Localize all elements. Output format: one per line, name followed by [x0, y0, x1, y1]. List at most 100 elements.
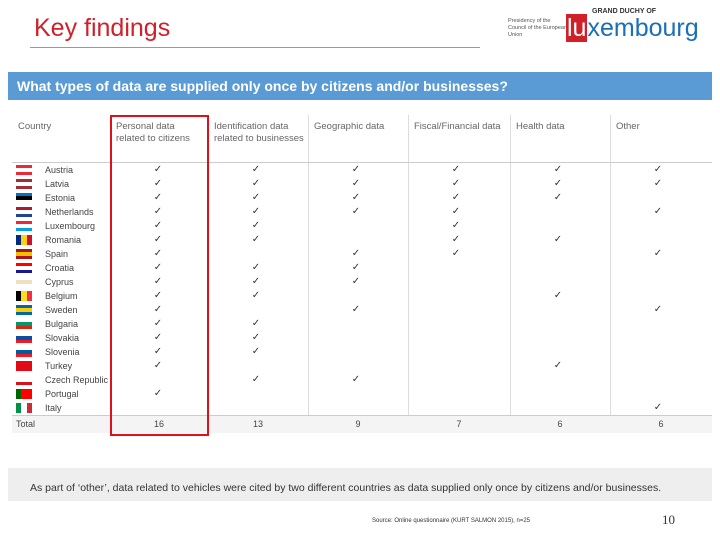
check-mark: ✓ — [251, 332, 261, 343]
flag-stripe — [16, 266, 32, 270]
country-name: Portugal — [45, 389, 79, 399]
flag-stripe — [16, 193, 32, 197]
check-mark: ✓ — [251, 276, 261, 287]
check-mark: ✓ — [653, 248, 663, 259]
column-separator — [510, 115, 511, 433]
logo-line2: Presidency of the Council of the Europea… — [508, 18, 568, 38]
flag-stripe — [16, 196, 32, 200]
country-name: Netherlands — [45, 207, 94, 217]
check-mark: ✓ — [351, 192, 361, 203]
flag-stripe — [16, 207, 32, 211]
question: What types of data are supplied only onc… — [17, 78, 508, 94]
flag-stripe — [16, 252, 32, 256]
check-mark: ✓ — [153, 318, 163, 329]
logo-rest: xembourg — [587, 14, 699, 42]
flag-stripe — [16, 283, 32, 287]
check-mark: ✓ — [553, 234, 563, 245]
logo-prefix: lu — [566, 14, 588, 42]
flag-stripe — [26, 389, 33, 399]
flag-stripe — [16, 182, 32, 186]
page-number: 10 — [662, 512, 675, 527]
check-mark: ✓ — [251, 220, 261, 231]
check-mark: ✓ — [451, 248, 461, 259]
flag-stripe — [16, 339, 32, 343]
check-mark: ✓ — [153, 290, 163, 301]
highlight-box — [110, 115, 209, 436]
flag-stripe — [21, 235, 27, 245]
column-separator — [408, 115, 409, 433]
country-name: Luxembourg — [45, 221, 96, 231]
check-mark: ✓ — [251, 164, 261, 175]
flag-stripe — [16, 350, 32, 354]
flag-stripe — [16, 353, 32, 357]
total-label: Total — [16, 419, 36, 429]
flag-stripe — [16, 280, 32, 284]
column-header: Geographic data — [314, 121, 385, 132]
country-name: Spain — [45, 249, 69, 259]
check-mark: ✓ — [451, 178, 461, 189]
flag-stripe — [16, 227, 32, 231]
check-mark: ✓ — [251, 262, 261, 273]
check-mark: ✓ — [451, 220, 461, 231]
flag-stripe — [16, 305, 32, 309]
total-rule — [12, 415, 712, 416]
check-mark: ✓ — [351, 276, 361, 287]
flag-stripe — [16, 361, 32, 365]
check-mark: ✓ — [153, 178, 163, 189]
flag-stripe — [16, 221, 32, 225]
total-value: 7 — [456, 419, 462, 429]
flag-stripe — [16, 336, 32, 340]
flag-stripe — [16, 291, 22, 301]
column-header: Other — [616, 121, 640, 132]
column-header: Health data — [516, 121, 565, 132]
flag-stripe — [16, 269, 32, 273]
total-value: 6 — [658, 419, 664, 429]
check-mark: ✓ — [251, 234, 261, 245]
flag-stripe — [16, 389, 22, 399]
flag-stripe — [16, 319, 32, 323]
check-mark: ✓ — [153, 234, 163, 245]
flag-stripe — [16, 308, 32, 312]
check-mark: ✓ — [553, 360, 563, 371]
check-mark: ✓ — [153, 262, 163, 273]
country-name: Romania — [45, 235, 82, 245]
check-mark: ✓ — [351, 248, 361, 259]
check-mark: ✓ — [153, 276, 163, 287]
flag-stripe — [16, 263, 32, 267]
column-header: Country — [18, 121, 52, 132]
country-name: Bulgaria — [45, 319, 79, 329]
check-mark: ✓ — [653, 178, 663, 189]
flag-stripe — [16, 210, 32, 214]
column-separator — [308, 115, 309, 433]
flag-stripe — [16, 171, 32, 175]
flag-stripe — [16, 199, 32, 203]
country-name: Czech Republic — [45, 375, 109, 385]
total-value: 9 — [355, 419, 361, 429]
flag-stripe — [16, 168, 32, 172]
logo-line1: GRAND DUCHY OF — [592, 8, 657, 15]
flag-stripe — [16, 185, 32, 189]
check-mark: ✓ — [153, 192, 163, 203]
flag-stripe — [16, 165, 32, 169]
flag-stripe — [26, 403, 33, 413]
flag-stripe — [16, 378, 32, 382]
flag-stripe — [16, 213, 32, 217]
check-mark: ✓ — [451, 234, 461, 245]
flag-stripe — [16, 375, 32, 379]
note: As part of ‘other’, data related to vehi… — [30, 482, 662, 494]
check-mark: ✓ — [351, 164, 361, 175]
country-name: Latvia — [45, 179, 70, 189]
total-value: 13 — [252, 419, 263, 429]
check-mark: ✓ — [153, 248, 163, 259]
check-mark: ✓ — [251, 318, 261, 329]
flag-stripe — [16, 333, 32, 337]
check-mark: ✓ — [351, 206, 361, 217]
flag-stripe — [21, 403, 27, 413]
header-rule — [12, 162, 712, 163]
flag-stripe — [16, 179, 32, 183]
check-mark: ✓ — [351, 262, 361, 273]
column-header: Identification data related to businesse… — [214, 121, 304, 144]
title-rule — [30, 47, 480, 48]
